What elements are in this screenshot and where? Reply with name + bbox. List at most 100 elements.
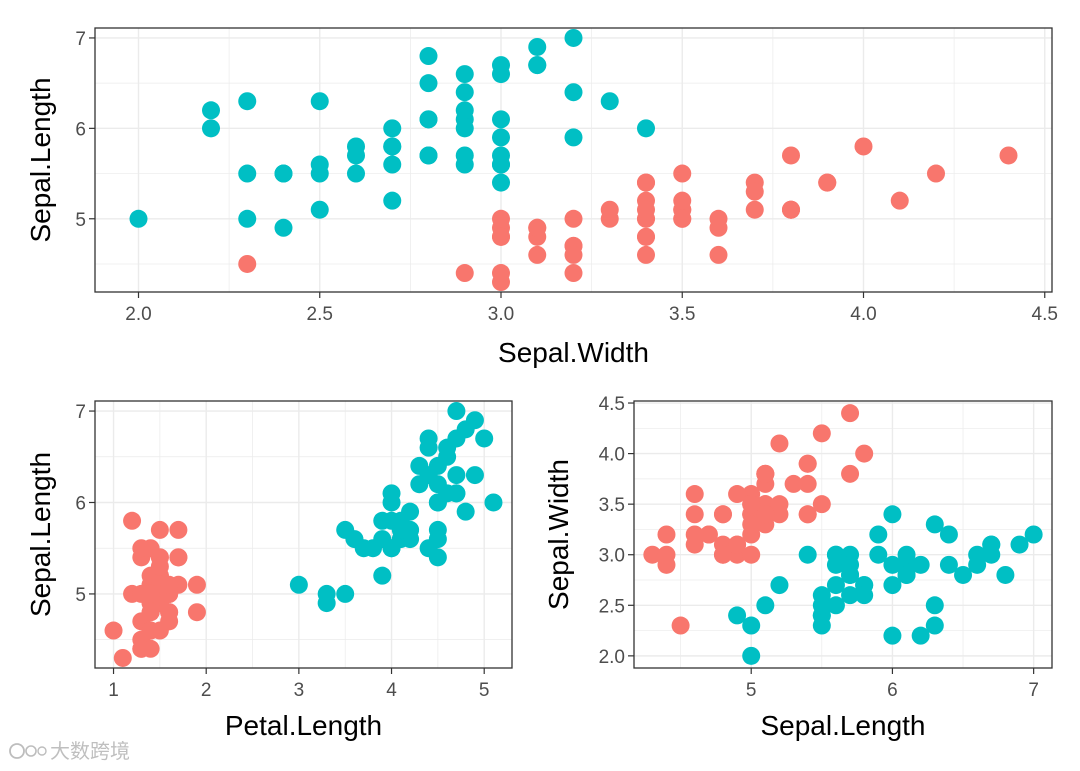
data-point [782, 146, 800, 165]
data-point [812, 586, 831, 605]
data-point [447, 429, 466, 448]
data-point [600, 92, 619, 111]
x-tick-label: 4.0 [850, 304, 876, 325]
data-point [818, 173, 837, 192]
data-point [925, 515, 944, 534]
data-point [455, 119, 474, 138]
data-point [465, 466, 484, 485]
data-point [883, 576, 902, 595]
data-point [925, 616, 944, 635]
watermark-text: 大数跨境 [50, 739, 130, 763]
data-point [798, 505, 817, 524]
data-point [798, 545, 817, 564]
data-point [455, 264, 474, 283]
data-point [492, 227, 510, 246]
panel-border [633, 400, 1053, 669]
data-point [883, 505, 902, 524]
data-point [742, 616, 761, 635]
data-point [391, 520, 410, 539]
data-point [883, 626, 902, 645]
y-tick-label: 6 [75, 493, 86, 514]
data-point [855, 586, 874, 605]
y-axis-title: Sepal.Length [25, 77, 56, 242]
data-point [728, 485, 747, 504]
data-point [939, 555, 958, 574]
data-point [187, 603, 206, 622]
x-tick-label: 1 [108, 680, 119, 701]
panel-border [94, 400, 513, 669]
data-point [455, 146, 474, 165]
data-point [141, 603, 160, 622]
data-point [310, 200, 329, 219]
data-point [492, 110, 510, 129]
data-point [637, 119, 655, 138]
data-point [336, 520, 355, 539]
data-point [798, 454, 817, 473]
data-point [564, 83, 583, 102]
data-point [438, 484, 457, 503]
data-point [925, 596, 944, 615]
x-tick-label: 7 [1028, 680, 1039, 701]
x-axis-title: Sepal.Width [498, 337, 649, 368]
x-tick-label: 2.0 [125, 304, 151, 325]
data-point [954, 565, 973, 584]
y-tick-label: 3.0 [599, 546, 625, 567]
data-point [784, 474, 803, 493]
data-point [600, 209, 619, 228]
y-tick-label: 2.5 [599, 596, 625, 617]
data-point [897, 545, 916, 564]
data-point [728, 535, 747, 554]
data-point [713, 545, 732, 564]
data-point [1010, 535, 1029, 554]
data-point [383, 119, 402, 138]
data-point [383, 155, 402, 174]
data-point [826, 576, 845, 595]
data-point [141, 584, 160, 603]
data-point [492, 146, 510, 165]
panel-border [94, 27, 1053, 293]
data-point [841, 404, 860, 423]
data-point [410, 475, 429, 494]
chart-panel-3: 5 6 7 2.0 2.5 3.0 3.5 4.0 4.5 Sepal.Length Sepal.W… [543, 394, 1053, 741]
x-tick-label: 6 [887, 680, 898, 701]
data-point [756, 464, 775, 483]
data-point [643, 545, 662, 564]
x-axis-title: Petal.Length [225, 710, 382, 741]
data-point [890, 191, 909, 210]
data-point [238, 254, 257, 273]
data-point [982, 535, 1001, 554]
data-point [419, 47, 438, 66]
data-point [274, 218, 293, 237]
x-tick-label: 3.5 [669, 304, 695, 325]
data-point [528, 37, 547, 56]
x-tick-label: 2.5 [307, 304, 333, 325]
data-point [673, 164, 692, 183]
data-point [347, 137, 365, 156]
data-point [455, 65, 474, 84]
data-point [742, 515, 761, 534]
y-axis-title: Sepal.Width [543, 459, 574, 610]
data-point [447, 402, 466, 421]
y-tick-label: 7 [75, 402, 86, 423]
data-point [528, 56, 547, 75]
data-point [854, 137, 873, 156]
data-point [968, 545, 987, 564]
data-point [826, 596, 845, 615]
data-point [713, 505, 732, 524]
data-point [685, 525, 704, 544]
data-point [132, 539, 151, 558]
data-point [238, 92, 257, 111]
data-point [756, 596, 775, 615]
data-point [637, 200, 655, 219]
data-point [347, 164, 365, 183]
data-point [745, 182, 764, 201]
data-point [317, 584, 336, 603]
data-point [812, 424, 831, 443]
data-point [742, 545, 761, 564]
data-point [150, 520, 169, 539]
data-point [564, 128, 583, 147]
data-point [492, 56, 510, 75]
x-tick-label: 4.5 [1032, 304, 1058, 325]
data-point [883, 555, 902, 574]
